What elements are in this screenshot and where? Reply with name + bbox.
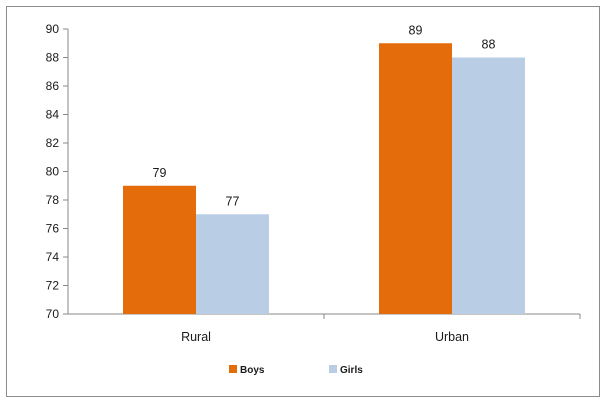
y-tick-label: 84 (46, 108, 60, 122)
x-category-label: Urban (435, 330, 469, 344)
bar-boys-rural (123, 185, 196, 314)
y-tick-label: 72 (46, 279, 60, 293)
legend-label-boys: Boys (240, 365, 265, 376)
y-tick-label: 74 (46, 250, 60, 264)
data-label-boys-rural: 79 (153, 166, 167, 180)
legend-label-girls: Girls (340, 365, 363, 376)
y-tick-label: 76 (46, 222, 60, 236)
y-tick-label: 70 (46, 307, 60, 321)
y-tick-label: 86 (46, 79, 60, 93)
y-axis-ticks: 70 72 74 76 78 80 82 84 86 88 90 (46, 22, 68, 321)
bar-girls-urban (452, 57, 525, 314)
x-category-label: Rural (181, 330, 211, 344)
data-label-boys-urban: 89 (409, 23, 423, 37)
y-tick-label: 78 (46, 193, 60, 207)
category-labels: Rural Urban (181, 330, 469, 344)
data-labels: 79 77 89 88 (153, 23, 496, 208)
legend-swatch-girls (329, 365, 337, 373)
y-tick-label: 80 (46, 165, 60, 179)
y-tick-label: 82 (46, 136, 60, 150)
data-label-girls-rural: 77 (226, 194, 240, 208)
y-tick-label: 88 (46, 51, 60, 65)
bar-girls-rural (196, 214, 269, 314)
legend: Boys Girls (229, 365, 363, 376)
y-tick-label: 90 (46, 22, 60, 36)
bars (123, 43, 525, 314)
data-label-girls-urban: 88 (482, 38, 496, 52)
bar-boys-urban (379, 43, 452, 314)
legend-swatch-boys (229, 365, 237, 373)
